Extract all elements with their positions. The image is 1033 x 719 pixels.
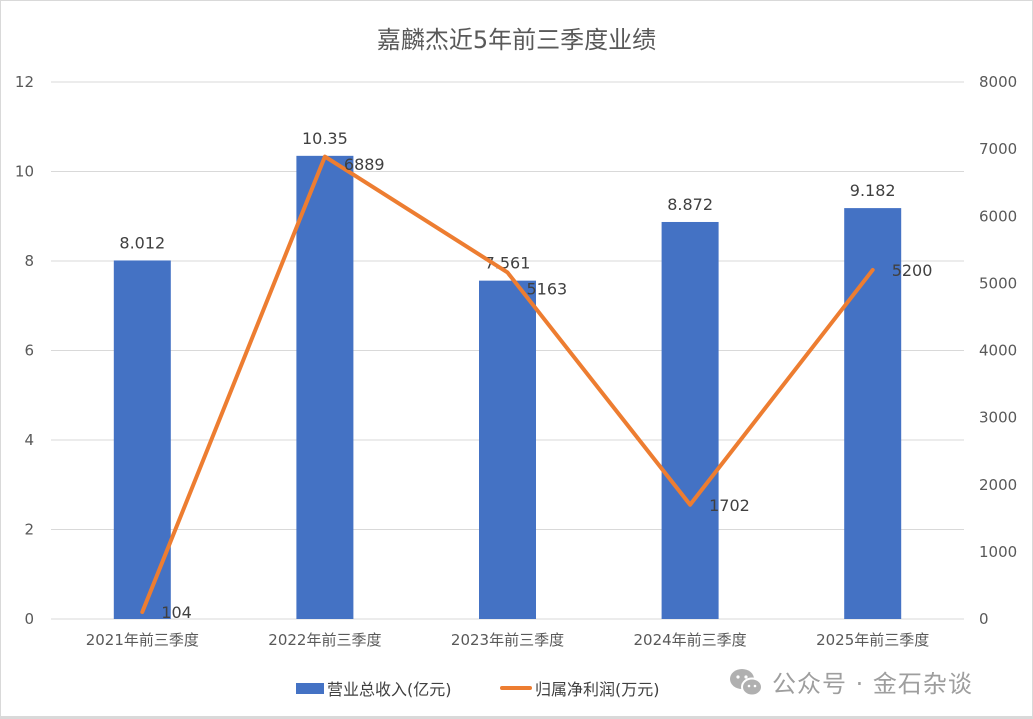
line-data-label: 5163 [527,280,568,299]
y-right-tick-label: 3000 [979,409,1017,427]
legend-item-revenue: 营业总收入(亿元) [296,676,452,700]
y-left-tick-label: 2 [24,521,34,539]
bar [844,208,902,619]
y-right-tick-label: 5000 [979,274,1017,292]
x-tick-label: 2021年前三季度 [86,631,199,649]
legend-label-profit: 归属净利润(万元) [535,680,660,699]
bar-data-label: 9.182 [850,181,896,200]
y-right-tick-label: 4000 [979,342,1017,360]
x-tick-label: 2022年前三季度 [268,631,381,649]
y-left-tick-label: 8 [24,252,34,270]
bar [113,260,171,619]
y-left-tick-label: 6 [24,342,34,360]
watermark: 公众号 · 金石杂谈 [728,664,973,699]
bar-data-label: 8.012 [119,233,165,252]
bar [479,280,536,619]
x-tick-label: 2023年前三季度 [451,631,564,649]
x-tick-label: 2024年前三季度 [634,631,747,649]
y-right-tick-label: 6000 [979,207,1017,225]
legend-label-revenue: 营业总收入(亿元) [327,680,452,699]
y-right-tick-label: 7000 [979,140,1017,158]
y-right-tick-label: 2000 [979,476,1017,494]
watermark-text: 公众号 · 金石杂谈 [772,670,973,698]
y-right-tick-label: 8000 [979,73,1017,91]
y-left-tick-label: 4 [24,431,34,449]
y-right-tick-label: 0 [979,610,989,628]
chart-title: 嘉麟杰近5年前三季度业绩 [376,26,657,54]
y-left-tick-label: 12 [15,73,34,91]
legend-swatch-line [500,686,532,690]
line-data-label: 1702 [709,496,750,515]
bar [296,155,354,619]
bar-data-label: 10.35 [302,129,348,148]
bar-data-label: 8.872 [667,195,713,214]
line-data-label: 5200 [892,261,933,280]
y-right-tick-label: 1000 [979,543,1017,561]
y-left-tick-label: 0 [24,610,34,628]
bar-data-label: 7.561 [485,254,531,273]
wechat-icon [730,668,763,696]
x-tick-label: 2025年前三季度 [816,631,929,649]
legend-swatch-bar [296,682,324,694]
line-data-label: 104 [161,603,192,622]
bar [661,221,719,619]
line-data-label: 6889 [344,155,385,174]
y-left-tick-label: 10 [15,163,34,181]
legend-item-profit: 归属净利润(万元) [500,676,660,700]
